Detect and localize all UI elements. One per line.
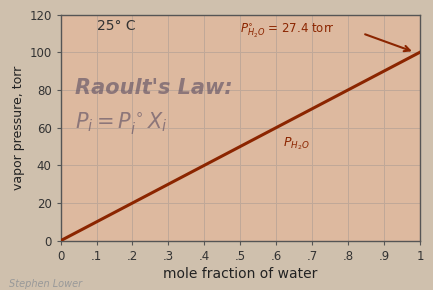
Text: Stephen Lower: Stephen Lower: [9, 279, 82, 289]
X-axis label: mole fraction of water: mole fraction of water: [163, 267, 317, 281]
Text: 25° C: 25° C: [97, 19, 135, 32]
Text: Raoult's Law:: Raoult's Law:: [75, 78, 233, 98]
Y-axis label: vapor pressure, torr: vapor pressure, torr: [12, 66, 25, 190]
Text: $P_i = P^\circ_i X_i$: $P_i = P^\circ_i X_i$: [75, 110, 168, 136]
Text: $P^{\circ}_{H_2O}$ = 27.4 torr: $P^{\circ}_{H_2O}$ = 27.4 torr: [240, 22, 335, 40]
Text: $P_{H_2O}$: $P_{H_2O}$: [284, 135, 310, 152]
